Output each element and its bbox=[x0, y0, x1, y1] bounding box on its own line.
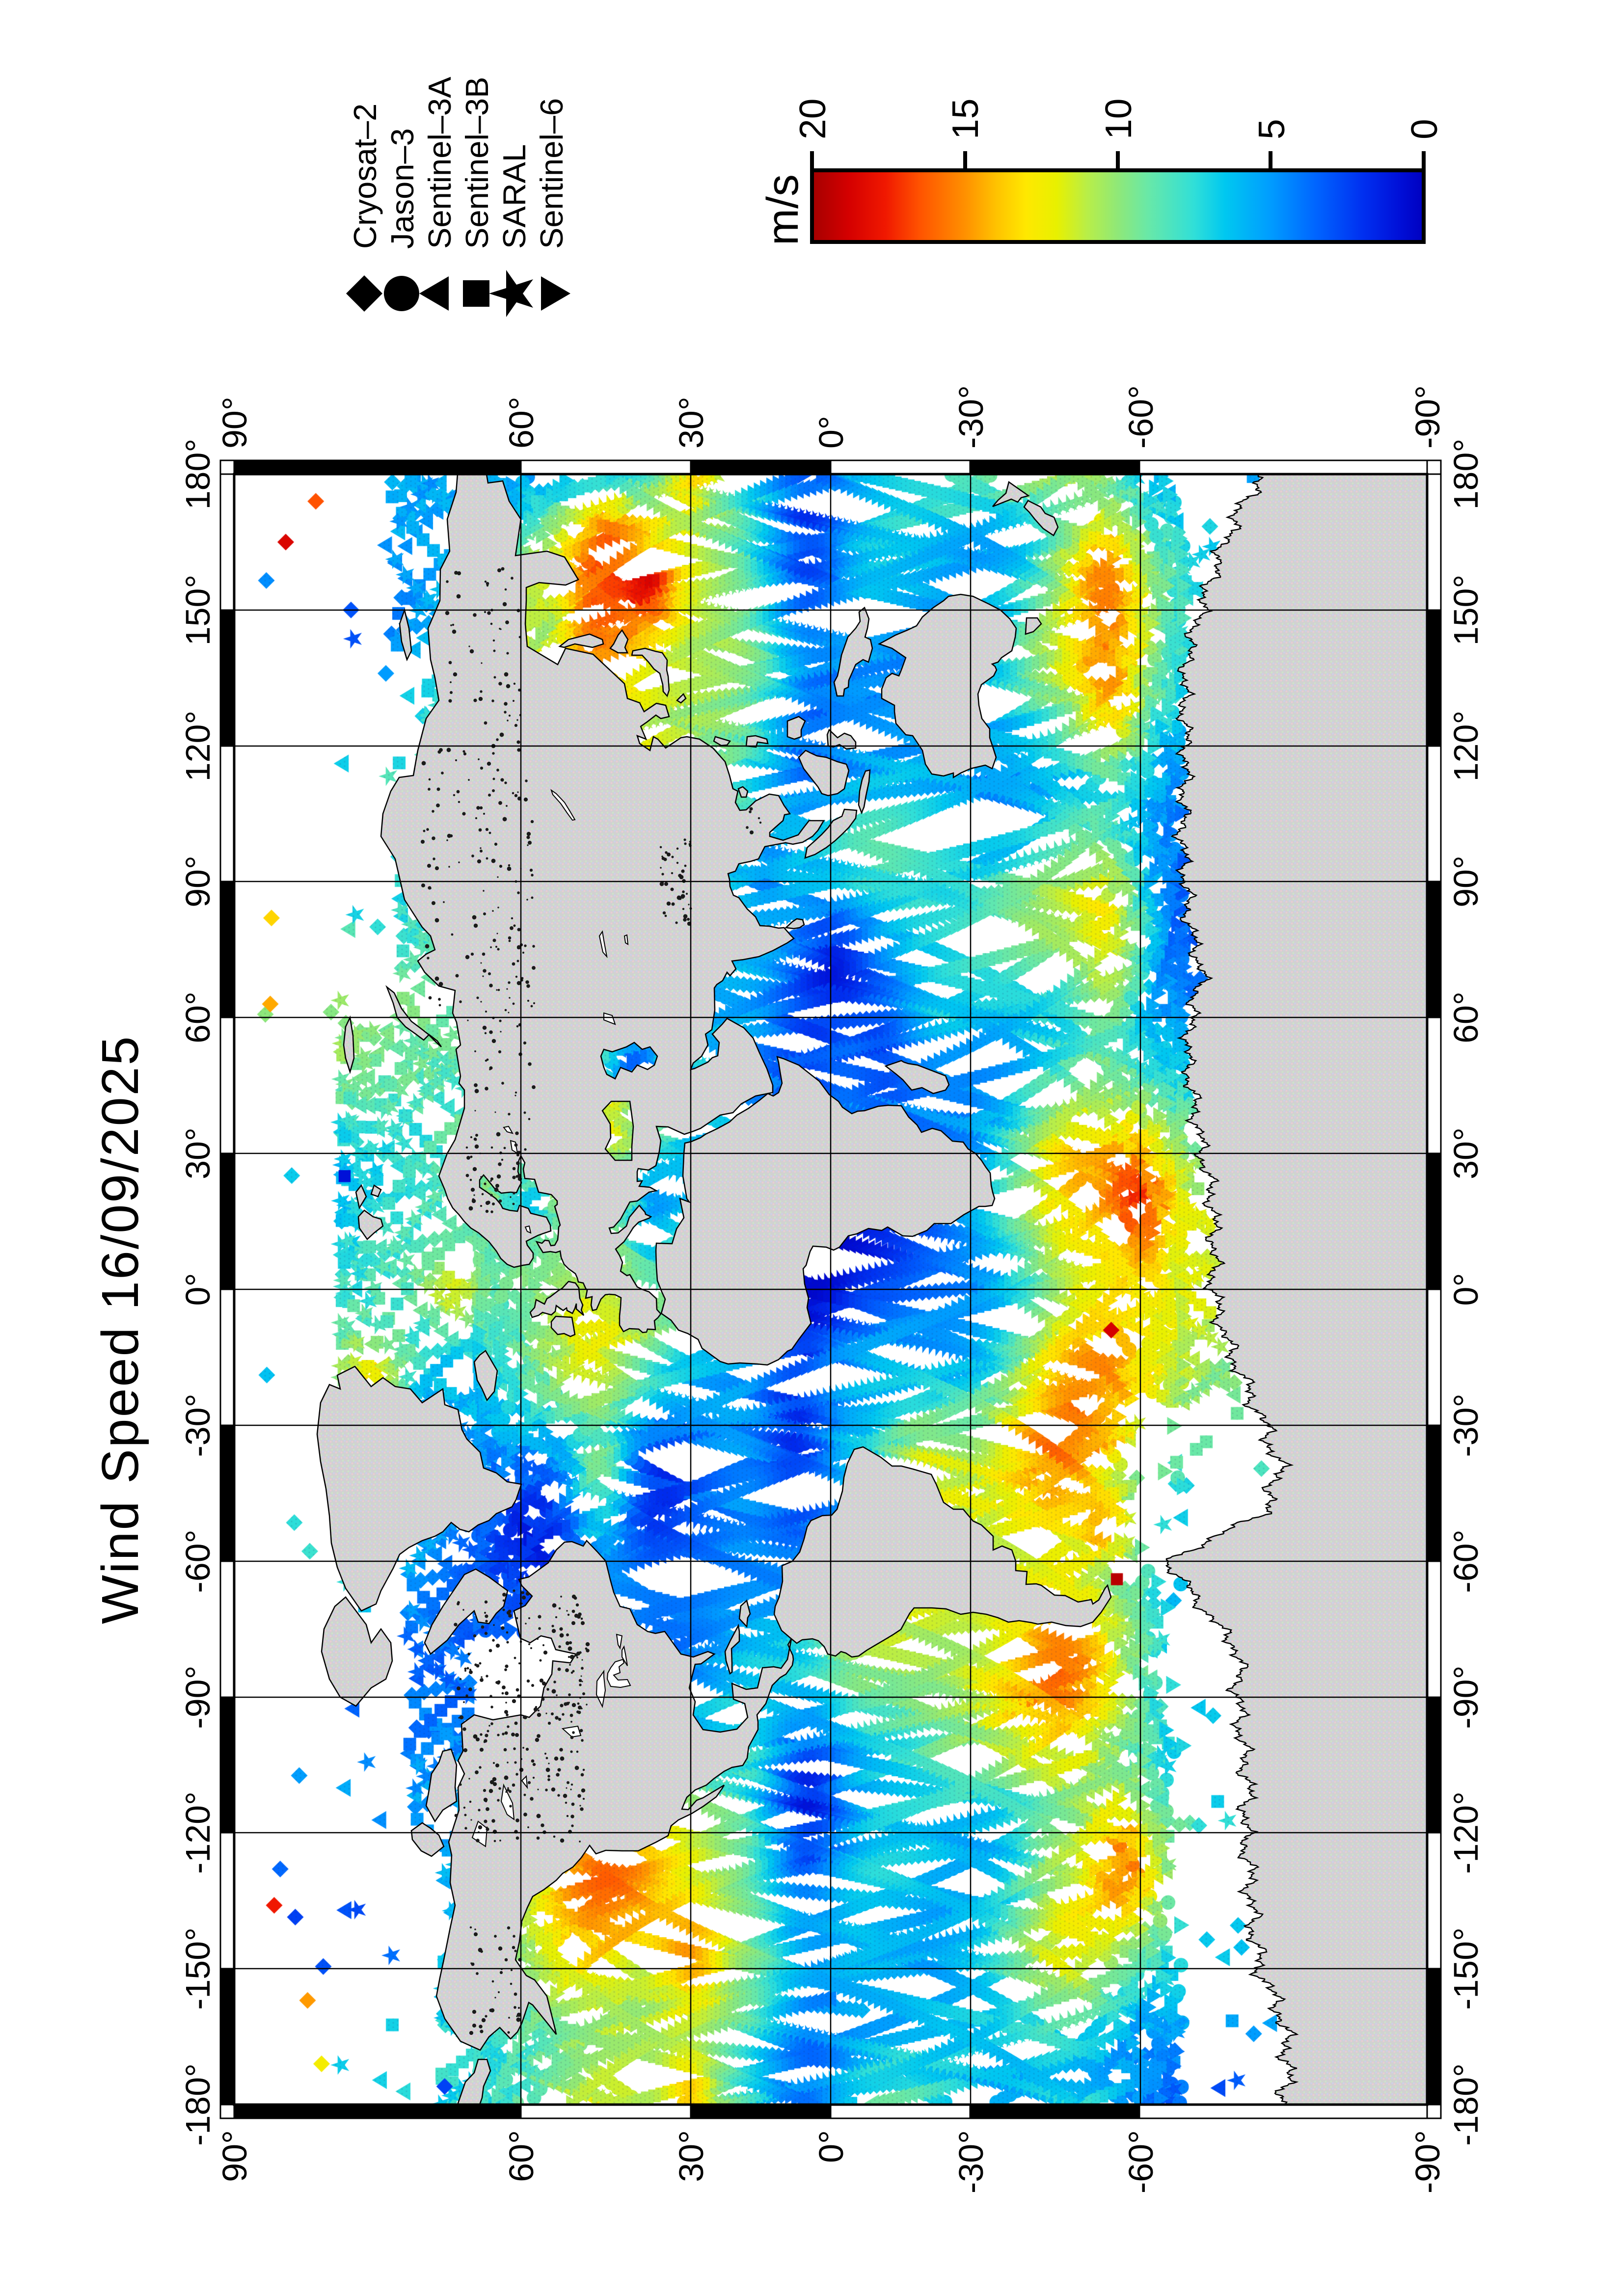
svg-text:90°: 90° bbox=[179, 855, 217, 908]
svg-text:180°: 180° bbox=[1447, 439, 1485, 510]
svg-text:-60°: -60° bbox=[1122, 385, 1160, 449]
svg-text:120°: 120° bbox=[179, 711, 217, 782]
svg-text:Wind Speed 16/09/2025: Wind Speed 16/09/2025 bbox=[91, 1035, 149, 1624]
svg-text:-120°: -120° bbox=[179, 1791, 217, 1874]
svg-text:-180°: -180° bbox=[1447, 2063, 1485, 2146]
svg-text:-30°: -30° bbox=[952, 2130, 990, 2193]
svg-text:30°: 30° bbox=[179, 1127, 217, 1179]
svg-text:180°: 180° bbox=[179, 439, 217, 510]
svg-text:90°: 90° bbox=[216, 397, 254, 449]
svg-text:-150°: -150° bbox=[179, 1927, 217, 2010]
svg-text:m/s: m/s bbox=[758, 174, 808, 245]
svg-text:60°: 60° bbox=[1447, 991, 1485, 1043]
svg-text:-30°: -30° bbox=[1447, 1393, 1485, 1457]
svg-text:0: 0 bbox=[1404, 119, 1445, 139]
svg-text:-180°: -180° bbox=[179, 2063, 217, 2146]
svg-text:60°: 60° bbox=[179, 991, 217, 1043]
svg-text:150°: 150° bbox=[1447, 575, 1485, 646]
svg-text:90°: 90° bbox=[1447, 855, 1485, 908]
svg-text:Sentinel–6: Sentinel–6 bbox=[534, 98, 569, 249]
svg-text:60°: 60° bbox=[502, 397, 541, 449]
svg-text:Cryosat–2: Cryosat–2 bbox=[347, 104, 383, 249]
svg-text:-90°: -90° bbox=[1408, 2130, 1447, 2193]
svg-text:-90°: -90° bbox=[1408, 385, 1447, 449]
svg-text:30°: 30° bbox=[672, 2130, 710, 2182]
svg-text:150°: 150° bbox=[179, 575, 217, 646]
svg-text:-60°: -60° bbox=[1122, 2130, 1160, 2193]
svg-text:30°: 30° bbox=[672, 397, 710, 449]
svg-text:10: 10 bbox=[1098, 99, 1139, 139]
svg-text:0°: 0° bbox=[812, 2130, 850, 2163]
svg-text:-120°: -120° bbox=[1447, 1791, 1485, 1874]
svg-text:20: 20 bbox=[792, 99, 833, 139]
svg-text:Sentinel–3A: Sentinel–3A bbox=[422, 77, 458, 249]
svg-text:-30°: -30° bbox=[179, 1393, 217, 1457]
svg-text:-150°: -150° bbox=[1447, 1927, 1485, 2010]
svg-text:0°: 0° bbox=[812, 416, 850, 449]
svg-text:60°: 60° bbox=[502, 2130, 541, 2182]
svg-text:5: 5 bbox=[1251, 119, 1292, 139]
svg-text:SARAL: SARAL bbox=[496, 144, 532, 249]
svg-text:-90°: -90° bbox=[1447, 1665, 1485, 1729]
svg-text:Jason–3: Jason–3 bbox=[384, 128, 420, 249]
svg-text:-60°: -60° bbox=[179, 1529, 217, 1593]
svg-text:-90°: -90° bbox=[179, 1665, 217, 1729]
svg-text:15: 15 bbox=[945, 99, 986, 139]
svg-text:0°: 0° bbox=[1447, 1273, 1485, 1306]
svg-text:30°: 30° bbox=[1447, 1127, 1485, 1179]
svg-text:120°: 120° bbox=[1447, 711, 1485, 782]
svg-text:-60°: -60° bbox=[1447, 1529, 1485, 1593]
svg-text:Sentinel–3B: Sentinel–3B bbox=[459, 77, 495, 249]
svg-text:-30°: -30° bbox=[952, 385, 990, 449]
svg-text:0°: 0° bbox=[179, 1273, 217, 1306]
svg-text:90°: 90° bbox=[216, 2130, 254, 2182]
